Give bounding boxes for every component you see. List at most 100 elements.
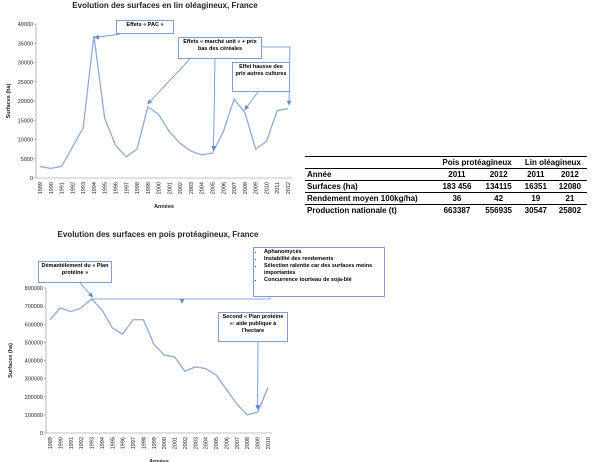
- arrow: [244, 91, 259, 111]
- x-tick-label: 1998: [141, 437, 147, 449]
- cell: 30547: [518, 204, 553, 216]
- x-tick-label: 2008: [245, 437, 251, 449]
- group: Pois protéagineux: [435, 156, 519, 169]
- y-axis-label: Surfaces (ha): [6, 83, 12, 118]
- cell: 21: [552, 192, 587, 205]
- x-tick-label: 2007: [235, 437, 241, 449]
- x-tick-label: 2012: [286, 182, 292, 194]
- x-tick-label: 2007: [232, 182, 238, 194]
- chart-title: Evolution des surfaces en lin oléagineux…: [72, 1, 258, 10]
- x-tick-label: 1995: [110, 437, 116, 449]
- arrow: [147, 58, 191, 105]
- x-tick-label: 2000: [157, 182, 163, 194]
- x-tick-label: 2003: [189, 182, 195, 194]
- annotation: Effets « PAC »: [116, 20, 174, 34]
- cell: Production nationale (t): [305, 204, 436, 216]
- annotation: Démantèlement du « Plan protéine »: [38, 261, 112, 283]
- cell: Rendement moyen 100kg/ha): [305, 192, 436, 205]
- bullet: Instabilité des rendements: [264, 256, 383, 263]
- x-tick-label: 2002: [178, 182, 184, 194]
- x-tick-label: 2008: [243, 182, 249, 194]
- y-tick-label: 700000: [25, 304, 43, 310]
- x-tick-label: 2005: [211, 182, 217, 194]
- cell: 2011: [518, 168, 553, 181]
- x-tick-label: 1990: [49, 182, 55, 194]
- arrow: [94, 33, 121, 40]
- x-tick-label: 2001: [167, 182, 173, 194]
- x-tick-label: 2011: [275, 182, 281, 194]
- x-tick-label: 1996: [121, 437, 127, 449]
- x-tick-label: 2004: [200, 182, 206, 194]
- x-tick-label: 1991: [69, 437, 75, 449]
- y-tick-label: 35000: [18, 41, 33, 47]
- cell: 183 456: [435, 180, 479, 193]
- y-tick-label: 5000: [21, 157, 33, 163]
- x-tick-label: 1994: [100, 437, 106, 449]
- y-tick-label: 40000: [18, 22, 33, 28]
- y-tick-label: 600000: [25, 322, 43, 328]
- line: [39, 35, 289, 170]
- cell: 556935: [478, 204, 519, 216]
- x-tick-label: 2010: [264, 182, 270, 194]
- x-tick-label: 1996: [113, 182, 119, 194]
- arrow: [79, 282, 94, 298]
- group: Lin oléagineux: [518, 156, 587, 169]
- x-tick-label: 1992: [70, 182, 76, 194]
- y-tick-label: 300000: [25, 377, 43, 383]
- y-tick-label: 0: [30, 176, 33, 182]
- bullet-list: AphanomycèsInstabilité des rendementsSél…: [255, 249, 383, 283]
- x-tick-label: 1997: [124, 182, 130, 194]
- y-tick-label: 10000: [18, 138, 33, 144]
- x-tick-label: 2009: [256, 437, 262, 449]
- y-tick-label: 500000: [25, 340, 43, 346]
- cell: Année: [305, 168, 436, 181]
- y-tick-label: 200000: [25, 395, 43, 401]
- cell: [305, 156, 436, 169]
- x-tick-label: 1998: [135, 182, 141, 194]
- cell: 2012: [552, 168, 587, 181]
- x-tick-label: 1999: [146, 182, 152, 194]
- chart-title: Evolution des surfaces en pois protéagin…: [58, 230, 259, 239]
- x-tick-label: 2002: [183, 437, 189, 449]
- y-axis-label: Surfaces (ha): [8, 343, 14, 378]
- x-tick-label: 2006: [221, 182, 227, 194]
- y-tick-label: 30000: [18, 61, 33, 67]
- x-tick-label: 1994: [92, 182, 98, 194]
- x-tick-label: 2000: [162, 437, 168, 449]
- cell: Surfaces (ha): [305, 180, 436, 193]
- x-tick-label: 2005: [214, 437, 220, 449]
- x-tick-label: 1989: [38, 182, 44, 194]
- cell: 2011: [435, 168, 479, 181]
- cell: 19: [518, 192, 553, 205]
- annotation: Second « Plan protéine »: aide publique …: [218, 312, 288, 342]
- y-tick-label: 800000: [25, 286, 43, 292]
- x-tick-label: 2003: [193, 437, 199, 449]
- bullet: Aphanomycès: [264, 249, 383, 256]
- x-tick-label: 2009: [254, 182, 260, 194]
- y-tick-label: 25000: [18, 80, 33, 86]
- cell: 25802: [552, 204, 587, 216]
- x-tick-label: 2006: [224, 437, 230, 449]
- x-tick-label: 1991: [60, 182, 66, 194]
- cell: 36: [435, 192, 479, 205]
- x-tick-label: 1997: [131, 437, 137, 449]
- x-tick-label: 2010: [266, 437, 272, 449]
- x-tick-label: 1989: [48, 437, 54, 449]
- x-tick-label: 1999: [152, 437, 158, 449]
- annotation: AphanomycèsInstabilité des rendementsSél…: [253, 247, 385, 297]
- x-tick-label: 1992: [79, 437, 85, 449]
- x-tick-label: 2004: [204, 437, 210, 449]
- line: [49, 297, 269, 416]
- x-tick-label: 1995: [103, 182, 109, 194]
- cell: 42: [478, 192, 519, 205]
- cell: 134115: [478, 180, 519, 193]
- x-tick-label: 1990: [58, 437, 64, 449]
- x-axis-label: Années: [154, 204, 174, 210]
- y-tick-label: 0: [40, 431, 43, 437]
- annotation: Effet hausse des prix autres cultures: [232, 62, 290, 92]
- arrow: [211, 58, 216, 151]
- cell: 16351: [518, 180, 553, 193]
- cell: 2012: [478, 168, 519, 181]
